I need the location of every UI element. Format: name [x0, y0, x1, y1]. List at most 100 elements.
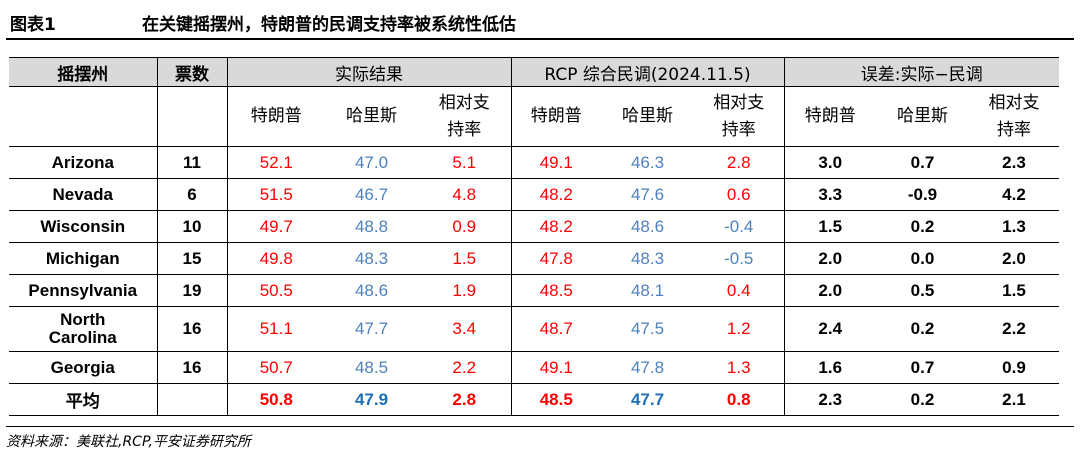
- error-margin: 4.2: [969, 178, 1059, 211]
- actual-margin: 4.8: [418, 178, 512, 211]
- actual-trump: 51.5: [227, 178, 325, 211]
- error-trump: 2.0: [784, 242, 876, 275]
- error-trump: 3.0: [784, 146, 876, 179]
- header-actual-trump: 特朗普: [227, 86, 325, 147]
- header-state: 摇摆州: [9, 57, 158, 87]
- error-trump: 3.3: [784, 178, 876, 211]
- state-name: Arizona: [9, 146, 158, 179]
- table-row: Michigan 15 49.8 48.3 1.5 47.8 48.3 -0.5…: [9, 242, 1059, 275]
- actual-margin: 5.1: [418, 146, 512, 179]
- actual-trump: 50.8: [227, 383, 325, 416]
- header-actual-harris: 哈里斯: [325, 86, 418, 147]
- error-margin: 1.3: [969, 210, 1059, 243]
- actual-margin: 2.8: [418, 383, 512, 416]
- source-divider: [6, 426, 1074, 427]
- error-trump: 2.0: [784, 274, 876, 307]
- error-harris: 0.2: [876, 210, 969, 243]
- error-harris: 0.7: [876, 146, 969, 179]
- header-error: 误差:实际−民调: [784, 57, 1059, 87]
- figure-title: 在关键摇摆州，特朗普的民调支持率被系统性低估: [142, 15, 516, 35]
- table-row: Georgia 16 50.7 48.5 2.2 49.1 47.8 1.3 1…: [9, 351, 1059, 384]
- actual-harris: 48.8: [325, 210, 418, 243]
- error-trump: 1.6: [784, 351, 876, 384]
- error-margin: 0.9: [969, 351, 1059, 384]
- error-harris: 0.2: [876, 383, 969, 416]
- rcp-harris: 48.3: [601, 242, 694, 275]
- header-error-trump: 特朗普: [784, 86, 876, 147]
- header-row-candidates: 特朗普 哈里斯 相对支 持率 特朗普 哈里斯 相对支 持率 特朗普 哈里斯 相对支持…: [9, 86, 1059, 147]
- error-margin: 2.0: [969, 242, 1059, 275]
- error-harris: 0.7: [876, 351, 969, 384]
- error-harris: 0.5: [876, 274, 969, 307]
- header-rcp-poll: RCP 综合民调(2024.11.5): [511, 57, 785, 87]
- rcp-trump: 49.1: [511, 351, 601, 384]
- rcp-margin: 1.2: [694, 306, 785, 352]
- header-actual-margin: 相对支 持率: [418, 86, 512, 147]
- state-name: Michigan: [9, 242, 158, 275]
- rcp-trump: 48.2: [511, 210, 601, 243]
- actual-trump: 50.7: [227, 351, 325, 384]
- header-votes: 票数: [157, 57, 228, 87]
- rcp-margin: -0.4: [694, 210, 785, 243]
- error-trump: 1.5: [784, 210, 876, 243]
- header-rcp-harris: 哈里斯: [601, 86, 694, 147]
- actual-margin: 1.5: [418, 242, 512, 275]
- header-rcp-margin: 相对支 持率: [694, 86, 785, 147]
- table-row-average: 平均 50.8 47.9 2.8 48.5 47.7 0.8 2.3 0.2 2…: [9, 383, 1059, 416]
- actual-margin: 3.4: [418, 306, 512, 352]
- rcp-trump: 48.5: [511, 383, 601, 416]
- rcp-harris: 47.6: [601, 178, 694, 211]
- source-note: 资料来源：美联社,RCP,平安证券研究所: [6, 434, 251, 450]
- table-row: Pennsylvania 19 50.5 48.6 1.9 48.5 48.1 …: [9, 274, 1059, 307]
- rcp-margin: 0.4: [694, 274, 785, 307]
- error-trump: 2.4: [784, 306, 876, 352]
- average-label: 平均: [9, 383, 158, 416]
- error-harris: -0.9: [876, 178, 969, 211]
- error-margin: 2.1: [969, 383, 1059, 416]
- actual-harris: 47.0: [325, 146, 418, 179]
- rcp-trump: 48.5: [511, 274, 601, 307]
- header-error-harris: 哈里斯: [876, 86, 969, 147]
- electoral-votes: 6: [157, 178, 228, 211]
- actual-trump: 49.8: [227, 242, 325, 275]
- rcp-harris: 48.6: [601, 210, 694, 243]
- table-row: North Carolina 16 51.1 47.7 3.4 48.7 47.5…: [9, 306, 1059, 352]
- actual-harris: 46.7: [325, 178, 418, 211]
- rcp-margin: -0.5: [694, 242, 785, 275]
- rcp-margin: 2.8: [694, 146, 785, 179]
- actual-trump: 50.5: [227, 274, 325, 307]
- rcp-harris: 47.8: [601, 351, 694, 384]
- table-row: Wisconsin 10 49.7 48.8 0.9 48.2 48.6 -0.…: [9, 210, 1059, 243]
- title-divider: [6, 38, 1074, 40]
- header-blank-state: [9, 86, 158, 147]
- error-margin: 1.5: [969, 274, 1059, 307]
- actual-margin: 0.9: [418, 210, 512, 243]
- state-name: Pennsylvania: [9, 274, 158, 307]
- electoral-votes: 11: [157, 146, 228, 179]
- rcp-trump: 48.2: [511, 178, 601, 211]
- figure-label: 图表1: [10, 15, 56, 35]
- figure-title-bar: 图表1 在关键摇摆州，特朗普的民调支持率被系统性低估: [6, 6, 1074, 36]
- electoral-votes: [157, 383, 228, 416]
- header-rcp-trump: 特朗普: [511, 86, 601, 147]
- electoral-votes: 15: [157, 242, 228, 275]
- actual-trump: 52.1: [227, 146, 325, 179]
- table-row: Nevada 6 51.5 46.7 4.8 48.2 47.6 0.6 3.3…: [9, 178, 1059, 211]
- actual-harris: 47.9: [325, 383, 418, 416]
- state-name: Wisconsin: [9, 210, 158, 243]
- actual-harris: 48.6: [325, 274, 418, 307]
- header-error-margin: 相对支 持率: [969, 86, 1059, 147]
- state-name: Georgia: [9, 351, 158, 384]
- state-name: Nevada: [9, 178, 158, 211]
- rcp-trump: 47.8: [511, 242, 601, 275]
- actual-harris: 48.3: [325, 242, 418, 275]
- electoral-votes: 16: [157, 351, 228, 384]
- error-margin: 2.2: [969, 306, 1059, 352]
- rcp-harris: 47.7: [601, 383, 694, 416]
- rcp-trump: 48.7: [511, 306, 601, 352]
- state-name: North Carolina: [9, 306, 158, 352]
- rcp-trump: 49.1: [511, 146, 601, 179]
- actual-trump: 51.1: [227, 306, 325, 352]
- rcp-margin: 1.3: [694, 351, 785, 384]
- rcp-margin: 0.8: [694, 383, 785, 416]
